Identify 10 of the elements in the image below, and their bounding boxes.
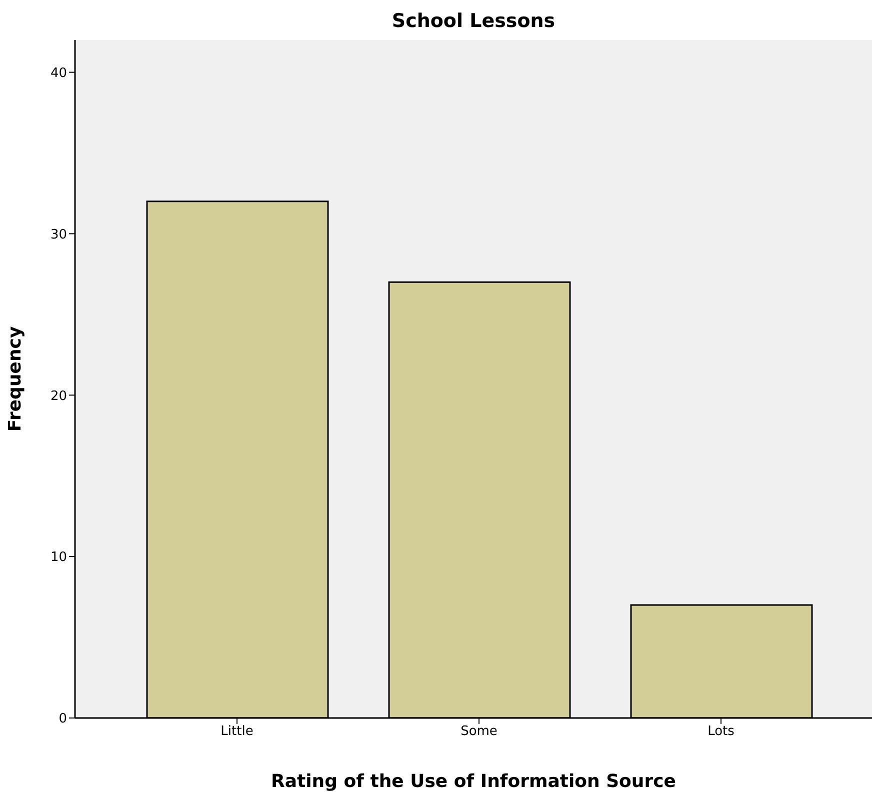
y-tick-label: 40 (50, 66, 67, 81)
x-axis-title: Rating of the Use of Information Source (271, 771, 676, 792)
x-tick-label: Some (460, 724, 498, 740)
y-tick-label: 10 (50, 550, 67, 566)
y-tick-label: 0 (58, 712, 67, 727)
x-tick-label: Little (220, 724, 254, 740)
y-tick-label: 20 (50, 388, 67, 404)
y-tick-label: 30 (50, 227, 67, 242)
x-tick-label: Lots (708, 724, 735, 740)
chart-title: School Lessons (390, 10, 556, 32)
